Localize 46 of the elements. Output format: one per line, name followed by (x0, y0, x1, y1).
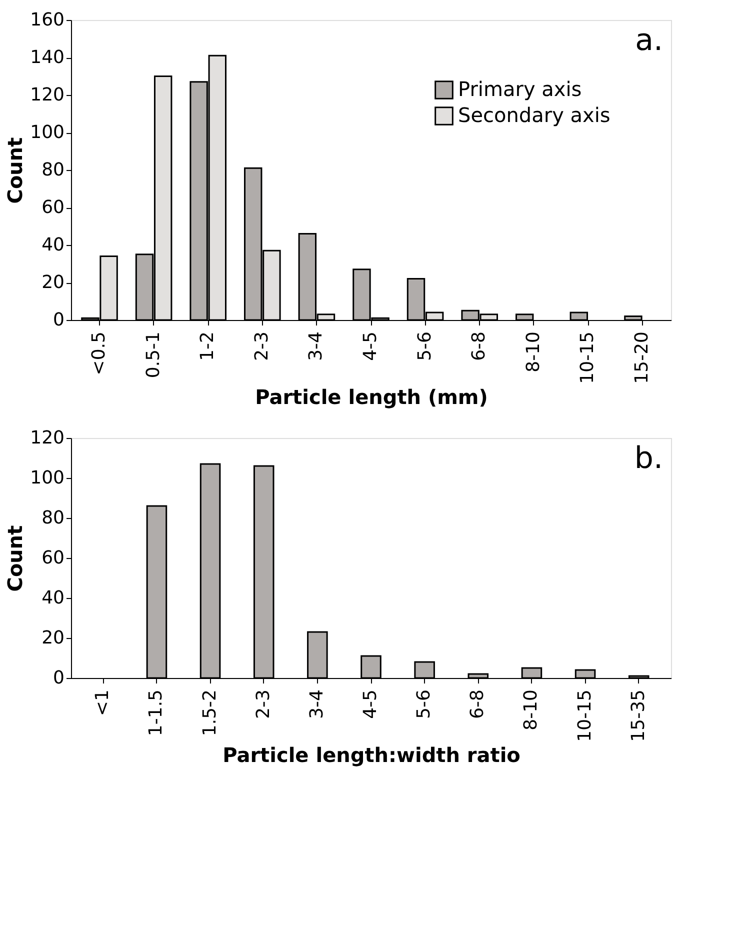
x-tick-label: 3-4 (306, 690, 328, 719)
y-tick-label: 40 (42, 588, 64, 608)
y-tick-label: 0 (53, 668, 64, 688)
y-tick-label: 160 (30, 10, 64, 30)
x-tick-label: 2-3 (251, 332, 272, 361)
x-tick-label: 1-2 (197, 332, 218, 361)
y-axis-title: Count (3, 136, 28, 204)
annotation: b. (634, 441, 663, 476)
x-axis-title: Particle length (mm) (255, 384, 488, 409)
legend-label: Secondary axis (458, 103, 610, 127)
x-tick-label: 2-3 (252, 690, 274, 719)
x-tick-label: <0.5 (88, 332, 110, 376)
x-tick-label: 5-6 (414, 332, 436, 361)
x-tick-label: 4-5 (360, 690, 381, 719)
annotation: a. (635, 23, 663, 58)
x-tick-label: 10-15 (577, 332, 598, 384)
y-tick-label: 60 (42, 548, 64, 568)
y-axis-title: Count (3, 524, 28, 592)
x-tick-label: 10-15 (574, 690, 596, 742)
x-tick-label: 8-10 (520, 690, 542, 730)
y-tick-label: 120 (30, 84, 64, 106)
x-tick-label: 6-8 (467, 690, 488, 719)
legend-label: Primary axis (458, 77, 582, 101)
x-tick-label: 15-35 (628, 690, 649, 742)
y-tick-label: 140 (30, 47, 64, 68)
y-tick-label: 80 (42, 160, 64, 180)
x-axis-title: Particle length:width ratio (222, 742, 520, 767)
x-tick-label: 15-20 (631, 332, 652, 384)
x-tick-label: 1.5-2 (199, 690, 220, 736)
y-tick-label: 20 (42, 628, 64, 648)
x-tick-label: 6-8 (468, 332, 490, 361)
x-tick-label: <1 (92, 690, 114, 716)
y-tick-label: 100 (30, 122, 64, 143)
x-tick-label: 0.5-1 (142, 332, 164, 378)
x-tick-label: 8-10 (522, 332, 544, 372)
x-tick-label: 3-4 (306, 332, 327, 361)
y-tick-label: 120 (30, 428, 64, 448)
y-tick-label: 40 (42, 234, 64, 256)
y-tick-label: 20 (42, 272, 64, 293)
y-tick-label: 80 (42, 508, 64, 528)
y-tick-label: 0 (53, 310, 64, 330)
x-tick-label: 5-6 (414, 690, 435, 719)
x-tick-label: 1-1.5 (146, 690, 167, 736)
x-tick-label: 4-5 (360, 332, 381, 361)
y-tick-label: 100 (30, 468, 64, 488)
y-tick-label: 60 (42, 197, 64, 218)
